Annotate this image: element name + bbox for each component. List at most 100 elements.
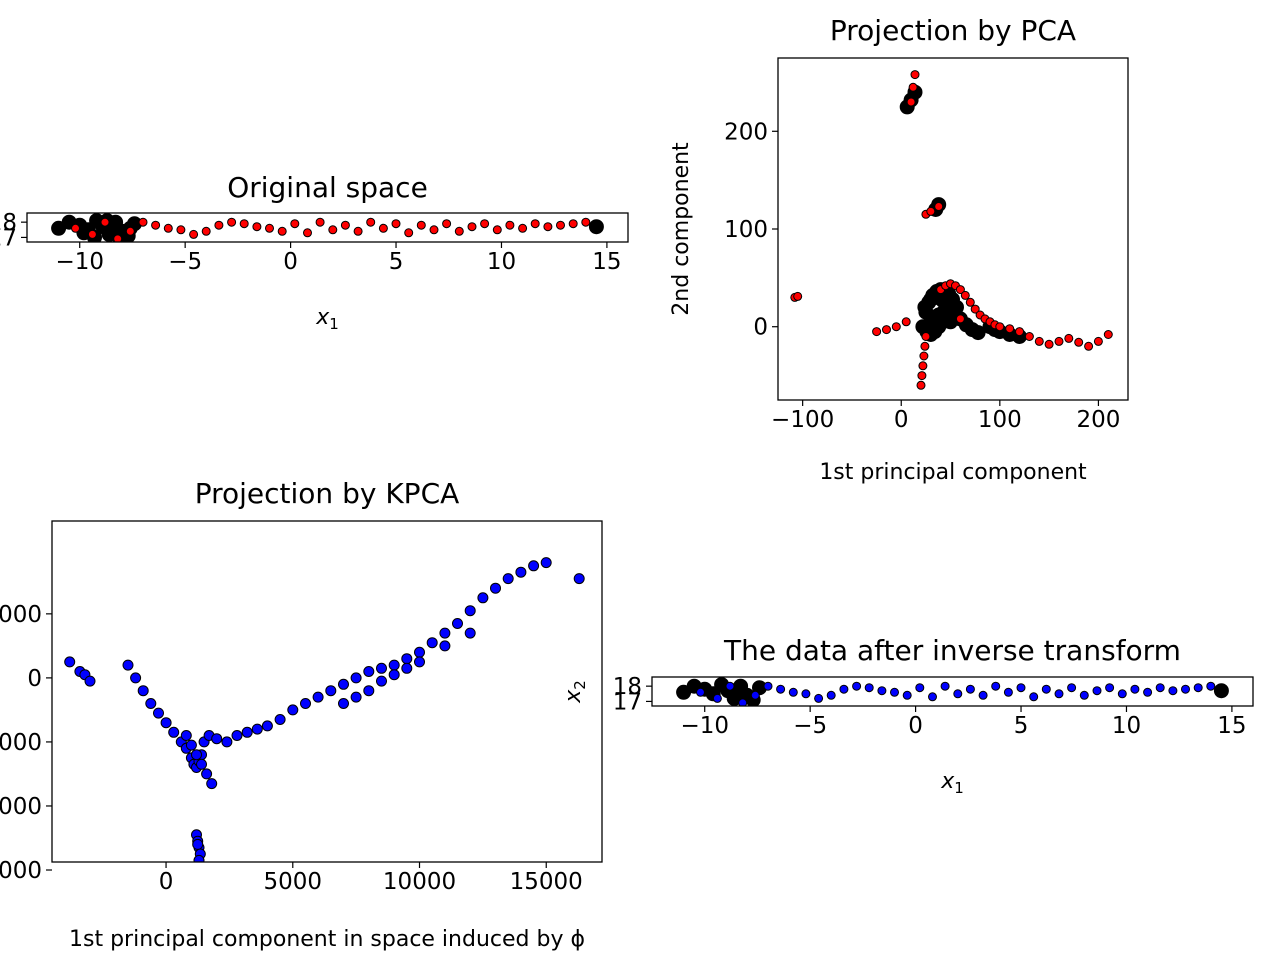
- data-point: [882, 325, 891, 335]
- data-point: [138, 217, 148, 227]
- data-point: [378, 223, 388, 233]
- data-point: [452, 618, 463, 629]
- data-point: [206, 778, 218, 790]
- axes-frame: [651, 676, 1254, 707]
- data-point: [1105, 683, 1115, 693]
- y-tick-label: 000: [0, 794, 42, 820]
- data-point: [926, 206, 936, 216]
- data-point: [189, 229, 199, 239]
- data-point: [464, 605, 476, 617]
- y-tick-label: 000: [0, 602, 42, 628]
- data-point: [696, 687, 705, 697]
- data-point: [1041, 684, 1051, 694]
- x-tick-label: −5: [168, 249, 202, 275]
- data-point: [1044, 339, 1054, 349]
- data-point: [366, 217, 376, 227]
- x-tick-label: 100: [978, 407, 1022, 433]
- data-point: [1084, 341, 1094, 351]
- data-point: [214, 220, 224, 230]
- chart-title: Original space: [227, 171, 428, 204]
- data-point: [176, 225, 186, 235]
- data-point: [995, 322, 1005, 332]
- x-tick-label: 15: [592, 249, 621, 275]
- data-point: [191, 749, 202, 761]
- x-tick-label: 10: [1112, 713, 1141, 739]
- data-point: [839, 684, 849, 694]
- data-point: [530, 219, 540, 229]
- data-point: [87, 229, 97, 239]
- data-point: [1155, 683, 1165, 693]
- data-point: [970, 304, 980, 314]
- data-point: [145, 698, 157, 709]
- data-point: [940, 681, 950, 691]
- data-point: [965, 684, 975, 694]
- data-point: [130, 672, 142, 684]
- data-point: [588, 219, 604, 235]
- data-point: [725, 681, 735, 691]
- data-point: [801, 689, 811, 699]
- data-point: [793, 291, 803, 301]
- data-point: [540, 557, 552, 569]
- x-tick-label: 0: [159, 869, 174, 895]
- data-point: [376, 675, 387, 687]
- axes-frame: [51, 520, 603, 863]
- data-point: [918, 361, 928, 371]
- data-point: [505, 220, 515, 230]
- data-point: [338, 678, 349, 690]
- data-point: [1024, 332, 1034, 341]
- data-point: [970, 325, 986, 341]
- data-point: [185, 739, 197, 751]
- x-tick-label: −10: [55, 249, 104, 275]
- x-tick-label: 0: [283, 249, 298, 275]
- data-point: [340, 220, 350, 230]
- data-point: [1093, 336, 1103, 346]
- y-tick-label: 200: [724, 119, 768, 145]
- points: [790, 70, 1113, 390]
- data-point: [1181, 684, 1190, 694]
- data-point: [877, 686, 887, 696]
- data-point: [1193, 683, 1203, 693]
- y-tick-label: 0: [27, 666, 42, 692]
- data-point: [712, 693, 722, 703]
- chart-title: Projection by PCA: [830, 14, 1076, 47]
- data-point: [180, 730, 192, 741]
- data-point: [376, 662, 387, 674]
- x-axis-label: 1st principal component in space induced…: [69, 927, 585, 952]
- y-axis-label: 2nd component: [669, 142, 694, 316]
- data-point: [231, 730, 243, 741]
- chart-title: Projection by KPCA: [195, 477, 460, 510]
- x-tick-label: 5000: [264, 869, 323, 895]
- data-point: [429, 225, 439, 235]
- data-point: [227, 217, 237, 227]
- data-point: [201, 226, 211, 236]
- data-point: [1015, 327, 1024, 337]
- data-point: [1079, 690, 1089, 700]
- data-point: [920, 341, 930, 351]
- data-point: [910, 70, 920, 80]
- data-point: [515, 566, 527, 578]
- panel-2: −100 0 100 200 0 100 200 Projection by PCA 1st p…: [669, 14, 1129, 485]
- data-point: [1103, 330, 1113, 339]
- x-tick-label: −100: [771, 407, 834, 433]
- data-point: [287, 704, 299, 716]
- data-point: [315, 217, 325, 227]
- data-point: [490, 582, 501, 594]
- y-tick-label: 18: [0, 210, 17, 236]
- data-point: [1016, 683, 1026, 693]
- data-point: [921, 332, 931, 341]
- data-point: [916, 380, 926, 390]
- data-point: [776, 684, 786, 694]
- data-point: [160, 717, 172, 729]
- data-point: [300, 698, 311, 709]
- x-axis-label: 1st principal component: [819, 460, 1087, 485]
- x-tick-label: 200: [1076, 407, 1120, 433]
- data-point: [1054, 689, 1064, 699]
- data-point: [113, 234, 123, 242]
- data-point: [338, 698, 349, 709]
- x-tick-label: −10: [680, 713, 729, 739]
- data-point: [826, 690, 836, 700]
- data-point: [401, 662, 413, 674]
- data-point: [814, 693, 824, 703]
- data-point: [196, 758, 207, 770]
